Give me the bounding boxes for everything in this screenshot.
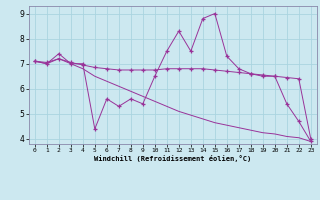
X-axis label: Windchill (Refroidissement éolien,°C): Windchill (Refroidissement éolien,°C) — [94, 155, 252, 162]
